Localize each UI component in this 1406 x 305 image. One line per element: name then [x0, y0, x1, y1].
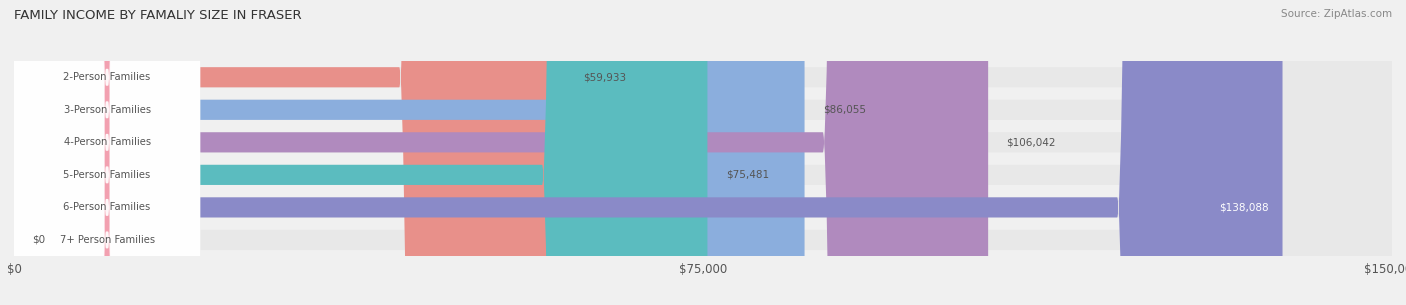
FancyBboxPatch shape: [14, 0, 1392, 305]
FancyBboxPatch shape: [14, 0, 200, 305]
Text: $86,055: $86,055: [823, 105, 866, 115]
FancyBboxPatch shape: [14, 0, 200, 305]
FancyBboxPatch shape: [14, 0, 200, 305]
FancyBboxPatch shape: [14, 0, 565, 305]
FancyBboxPatch shape: [14, 0, 1392, 305]
FancyBboxPatch shape: [14, 0, 200, 305]
Text: 7+ Person Families: 7+ Person Families: [59, 235, 155, 245]
Text: $0: $0: [32, 235, 45, 245]
Text: $138,088: $138,088: [1219, 203, 1268, 212]
Text: $75,481: $75,481: [725, 170, 769, 180]
FancyBboxPatch shape: [14, 0, 988, 305]
FancyBboxPatch shape: [0, 0, 180, 305]
Text: Source: ZipAtlas.com: Source: ZipAtlas.com: [1281, 9, 1392, 19]
FancyBboxPatch shape: [14, 0, 1282, 305]
FancyBboxPatch shape: [14, 0, 1392, 305]
FancyBboxPatch shape: [14, 0, 804, 305]
FancyBboxPatch shape: [14, 0, 1392, 305]
Text: 5-Person Families: 5-Person Families: [63, 170, 150, 180]
Text: 6-Person Families: 6-Person Families: [63, 203, 150, 212]
FancyBboxPatch shape: [14, 0, 1392, 305]
Text: 3-Person Families: 3-Person Families: [63, 105, 150, 115]
Text: $59,933: $59,933: [583, 72, 626, 82]
Text: 4-Person Families: 4-Person Families: [63, 137, 150, 147]
FancyBboxPatch shape: [14, 0, 1392, 305]
FancyBboxPatch shape: [14, 0, 200, 305]
Text: $106,042: $106,042: [1007, 137, 1056, 147]
FancyBboxPatch shape: [14, 0, 707, 305]
Text: FAMILY INCOME BY FAMALIY SIZE IN FRASER: FAMILY INCOME BY FAMALIY SIZE IN FRASER: [14, 9, 302, 22]
Text: 2-Person Families: 2-Person Families: [63, 72, 150, 82]
FancyBboxPatch shape: [14, 0, 200, 305]
